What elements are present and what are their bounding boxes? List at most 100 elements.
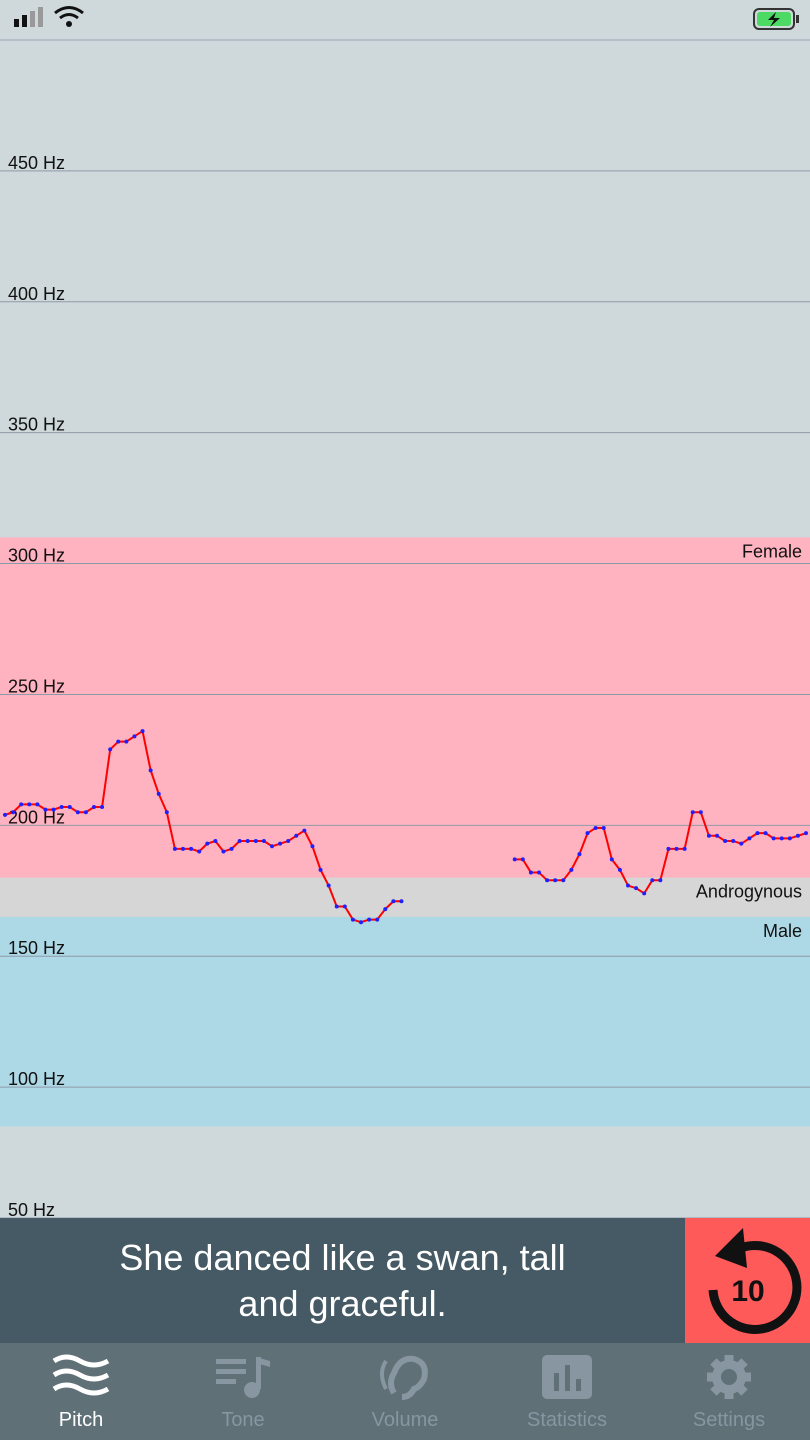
replay-label: 10 <box>731 1275 764 1308</box>
tab-icon <box>707 1355 751 1399</box>
pitch-point <box>189 846 194 851</box>
pitch-point <box>245 839 250 844</box>
pitch-point <box>213 839 218 844</box>
pitch-point <box>601 825 606 830</box>
pitch-point <box>229 846 234 851</box>
pitch-point <box>100 805 105 810</box>
pitch-point <box>124 739 129 744</box>
pitch-point <box>302 828 307 833</box>
pitch-point <box>658 878 663 883</box>
pitch-point <box>723 839 728 844</box>
pitch-point <box>787 836 792 841</box>
pitch-point <box>779 836 784 841</box>
pitch-point <box>561 878 566 883</box>
band-label: Androgynous <box>696 882 802 902</box>
pitch-point <box>553 878 558 883</box>
pitch-point <box>747 836 752 841</box>
pitch-point <box>132 734 137 739</box>
pitch-point <box>771 836 776 841</box>
tab[interactable]: Pitch <box>0 1343 162 1440</box>
pitch-point <box>67 805 72 810</box>
y-tick-label: 450 Hz <box>8 153 65 173</box>
pitch-point <box>270 844 274 849</box>
pitch-chart: Female Androgynous Male 50 Hz 100 Hz 150 Hz 2… <box>0 6 810 1218</box>
pitch-point <box>19 802 24 807</box>
tab[interactable]: Tone <box>162 1343 324 1440</box>
pitch-point <box>375 917 380 922</box>
pitch-point <box>739 841 744 846</box>
pitch-point <box>181 846 185 851</box>
tab-label: Tone <box>221 1409 265 1431</box>
pitch-point <box>650 878 655 883</box>
pitch-point <box>391 899 396 904</box>
tab[interactable]: Volume <box>324 1343 486 1440</box>
pitch-point <box>27 802 32 807</box>
pitch-point <box>763 831 768 836</box>
pitch-point <box>318 867 323 872</box>
pitch-point <box>674 846 679 851</box>
tab-label: Statistics <box>526 1409 608 1431</box>
pitch-point <box>261 839 266 844</box>
y-tick-label: 50 Hz <box>8 1200 55 1218</box>
pitch-point <box>156 791 161 796</box>
pitch-point <box>569 867 574 872</box>
y-tick-label: 150 Hz <box>8 938 65 958</box>
pitch-point <box>108 747 113 752</box>
band-label: Female <box>742 541 802 561</box>
tab-icon <box>542 1355 592 1399</box>
pitch-point <box>164 810 169 815</box>
pitch-point <box>221 849 226 854</box>
pitch-point <box>237 839 242 844</box>
pitch-point <box>367 917 372 922</box>
pitch-point <box>706 833 711 838</box>
prompt-bar: She danced like a swan, tall and gracefu… <box>0 1218 685 1343</box>
tab-icon <box>52 1354 110 1396</box>
y-tick-label: 300 Hz <box>8 546 65 566</box>
pitch-point <box>334 904 339 909</box>
prompt-sentence: She danced like a swan, tall and gracefu… <box>119 1236 566 1324</box>
pitch-point <box>35 802 40 807</box>
range-band <box>0 916 810 1127</box>
tab-label: Settings <box>692 1409 766 1431</box>
pitch-point <box>116 739 121 744</box>
pitch-point <box>634 886 639 891</box>
pitch-point <box>148 768 153 773</box>
pitch-point <box>92 805 96 810</box>
pitch-point <box>537 870 541 875</box>
pitch-point <box>310 844 315 849</box>
pitch-point <box>682 846 687 851</box>
pitch-point <box>326 883 331 888</box>
pitch-point <box>617 867 622 872</box>
pitch-point <box>399 899 404 904</box>
pitch-point <box>715 833 719 838</box>
tab-icon <box>380 1355 428 1400</box>
pitch-point <box>593 825 598 830</box>
y-tick-label: 400 Hz <box>8 284 65 304</box>
tab[interactable]: Settings <box>648 1343 810 1440</box>
pitch-point <box>545 878 550 883</box>
tab-label: Pitch <box>58 1409 104 1431</box>
pitch-point <box>83 810 88 815</box>
tab[interactable]: Statistics <box>486 1343 648 1440</box>
pitch-point <box>585 831 590 836</box>
pitch-point <box>666 846 671 851</box>
pitch-point <box>520 857 525 862</box>
replay-button[interactable]: 10 <box>685 1218 810 1343</box>
pitch-point <box>294 833 299 838</box>
pitch-point <box>286 839 291 844</box>
pitch-point <box>804 831 808 836</box>
pitch-point <box>342 904 347 909</box>
pitch-point <box>205 841 210 846</box>
band-label: Male <box>763 921 802 941</box>
pitch-point <box>75 810 80 815</box>
pitch-point <box>140 729 145 734</box>
pitch-point <box>51 807 56 812</box>
pitch-point <box>350 917 355 922</box>
pitch-point <box>642 891 647 896</box>
y-tick-label: 100 Hz <box>8 1069 65 1089</box>
pitch-point <box>755 831 760 836</box>
pitch-point <box>278 841 283 846</box>
pitch-point <box>359 920 363 925</box>
pitch-point <box>795 833 800 838</box>
